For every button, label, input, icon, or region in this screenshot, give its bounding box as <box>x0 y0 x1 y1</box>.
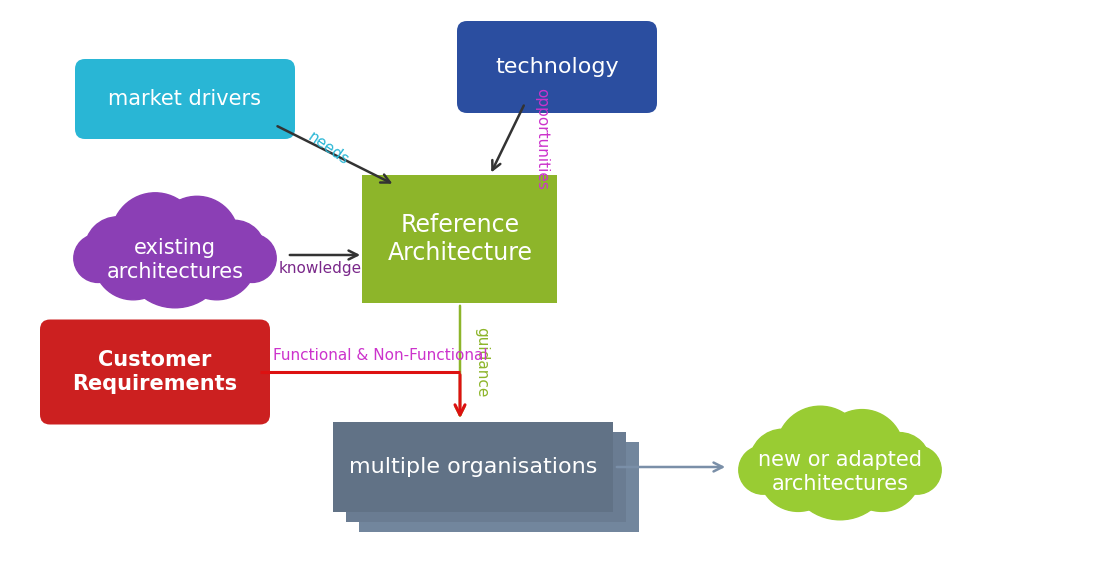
Circle shape <box>139 234 211 305</box>
Circle shape <box>178 220 257 300</box>
Circle shape <box>93 220 173 300</box>
Text: Customer
Requirements: Customer Requirements <box>72 350 238 394</box>
FancyBboxPatch shape <box>362 175 557 303</box>
FancyBboxPatch shape <box>359 442 638 532</box>
Circle shape <box>750 429 816 495</box>
FancyBboxPatch shape <box>75 59 295 139</box>
Circle shape <box>738 446 788 494</box>
FancyBboxPatch shape <box>346 432 626 522</box>
FancyBboxPatch shape <box>457 21 657 113</box>
Circle shape <box>204 220 265 282</box>
Circle shape <box>777 406 864 494</box>
Text: opportunities: opportunities <box>534 88 550 190</box>
Text: needs: needs <box>305 130 351 168</box>
Circle shape <box>228 234 276 283</box>
Circle shape <box>893 446 941 494</box>
Circle shape <box>805 445 875 515</box>
Text: guidance: guidance <box>475 327 489 397</box>
Circle shape <box>869 433 930 494</box>
Text: Reference
Architecture: Reference Architecture <box>387 213 532 265</box>
Text: multiple organisations: multiple organisations <box>349 457 597 477</box>
Text: knowledge: knowledge <box>279 261 362 276</box>
Circle shape <box>122 202 228 308</box>
Circle shape <box>111 193 200 281</box>
Circle shape <box>759 432 838 511</box>
FancyBboxPatch shape <box>333 422 613 512</box>
Text: existing
architectures: existing architectures <box>106 238 244 282</box>
Circle shape <box>842 432 921 511</box>
Circle shape <box>73 234 122 283</box>
Text: technology: technology <box>495 57 619 77</box>
Text: Functional & Non-Functional: Functional & Non-Functional <box>273 347 487 362</box>
Circle shape <box>155 196 239 280</box>
Circle shape <box>788 414 893 520</box>
Text: new or adapted
architectures: new or adapted architectures <box>758 451 921 493</box>
Circle shape <box>821 410 904 493</box>
Circle shape <box>84 217 150 283</box>
Text: market drivers: market drivers <box>109 89 261 109</box>
FancyBboxPatch shape <box>39 320 270 425</box>
